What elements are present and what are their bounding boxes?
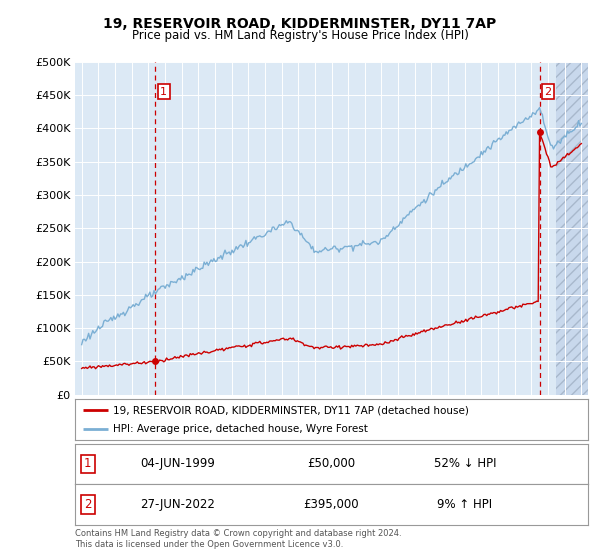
Text: 19, RESERVOIR ROAD, KIDDERMINSTER, DY11 7AP (detached house): 19, RESERVOIR ROAD, KIDDERMINSTER, DY11 …	[113, 405, 469, 415]
Text: Contains HM Land Registry data © Crown copyright and database right 2024.
This d: Contains HM Land Registry data © Crown c…	[75, 529, 401, 549]
Bar	[556, 62, 590, 395]
Text: 2: 2	[545, 87, 551, 96]
Text: 1: 1	[160, 87, 167, 96]
Text: 52% ↓ HPI: 52% ↓ HPI	[434, 458, 496, 470]
Text: 1: 1	[84, 458, 92, 470]
Text: HPI: Average price, detached house, Wyre Forest: HPI: Average price, detached house, Wyre…	[113, 424, 368, 433]
Text: 9% ↑ HPI: 9% ↑ HPI	[437, 498, 493, 511]
Text: £395,000: £395,000	[304, 498, 359, 511]
Text: Price paid vs. HM Land Registry's House Price Index (HPI): Price paid vs. HM Land Registry's House …	[131, 29, 469, 42]
Text: 19, RESERVOIR ROAD, KIDDERMINSTER, DY11 7AP: 19, RESERVOIR ROAD, KIDDERMINSTER, DY11 …	[103, 17, 497, 31]
Text: £50,000: £50,000	[307, 458, 356, 470]
Text: 04-JUN-1999: 04-JUN-1999	[140, 458, 215, 470]
Text: 27-JUN-2022: 27-JUN-2022	[140, 498, 215, 511]
Text: 2: 2	[84, 498, 92, 511]
